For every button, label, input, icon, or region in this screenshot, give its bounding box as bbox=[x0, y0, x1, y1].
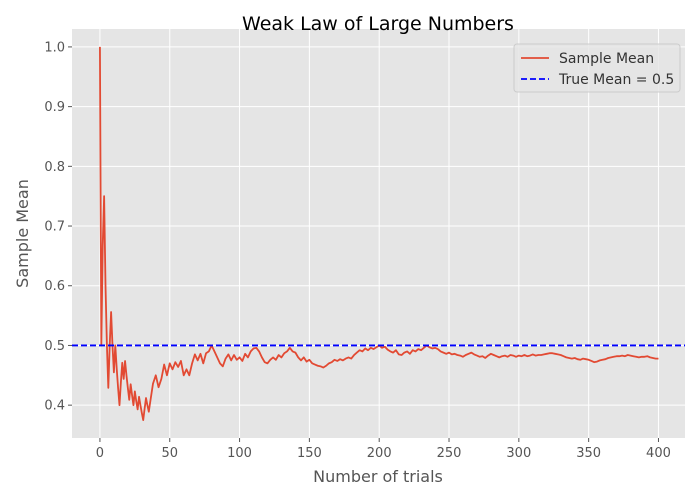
series-layer bbox=[72, 46, 685, 421]
legend: Sample Mean True Mean = 0.5 bbox=[513, 43, 681, 93]
sample-mean-line bbox=[99, 46, 659, 421]
chart-title: Weak Law of Large Numbers bbox=[242, 13, 514, 35]
y-tick-label: 0.5 bbox=[44, 339, 65, 354]
x-tick-label: 350 bbox=[576, 446, 601, 461]
axis-ticks: 0 50 100 150 200 250 300 350 400 0.4 0.5 0.6 0.7 0.8 0… bbox=[44, 40, 671, 461]
x-tick-label: 100 bbox=[227, 446, 252, 461]
x-axis-label: Number of trials bbox=[313, 467, 443, 486]
x-tick-label: 300 bbox=[506, 446, 531, 461]
x-tick-label: 200 bbox=[367, 446, 392, 461]
y-tick-label: 0.4 bbox=[44, 399, 65, 414]
x-tick-label: 0 bbox=[96, 446, 104, 461]
y-tick-label: 1.0 bbox=[44, 40, 65, 55]
x-tick-label: 50 bbox=[161, 446, 178, 461]
legend-label-sample-mean: Sample Mean bbox=[559, 51, 654, 67]
plot-area bbox=[72, 29, 685, 438]
legend-label-true-mean: True Mean = 0.5 bbox=[558, 72, 674, 88]
y-tick-label: 0.8 bbox=[44, 160, 65, 175]
y-tick-label: 0.6 bbox=[44, 279, 65, 294]
legend-box bbox=[513, 43, 681, 93]
y-axis-label: Sample Mean bbox=[13, 179, 32, 288]
x-tick-label: 400 bbox=[646, 446, 671, 461]
y-tick-label: 0.7 bbox=[44, 220, 65, 235]
y-tick-label: 0.9 bbox=[44, 100, 65, 115]
x-tick-label: 150 bbox=[297, 446, 322, 461]
x-tick-label: 250 bbox=[437, 446, 462, 461]
